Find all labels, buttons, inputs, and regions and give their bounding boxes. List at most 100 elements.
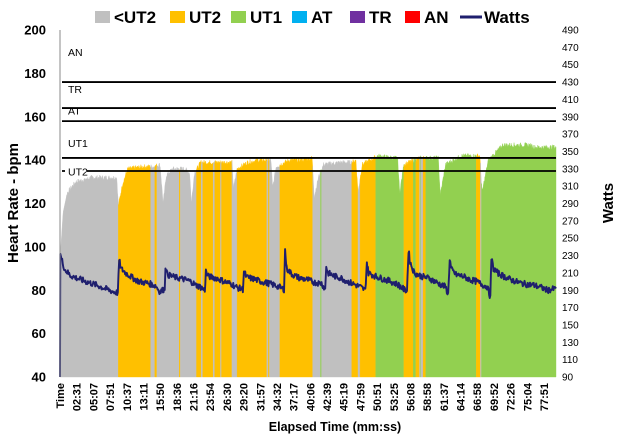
- legend-swatch-3: [292, 11, 307, 23]
- zone-segment-3: [154, 163, 158, 378]
- legend-swatch-1: [170, 11, 185, 23]
- x-tick-14: 37:17: [289, 383, 301, 411]
- y-tick-40: 40: [32, 370, 46, 385]
- x-tick-1: 02:31: [72, 383, 84, 411]
- x-tick-20: 53:25: [389, 383, 401, 411]
- zone-segment-23: [351, 158, 359, 378]
- y2-tick-250: 250: [562, 234, 579, 245]
- y2-tick-150: 150: [562, 320, 579, 331]
- x-tick-17: 45:19: [339, 383, 351, 411]
- x-tick-23: 61:37: [439, 383, 451, 411]
- threshold-label-bg-an: [65, 46, 87, 60]
- left-axis: 40 60 80 100 120 140 160 180 200: [24, 23, 46, 385]
- y-tick-120: 120: [24, 196, 46, 211]
- y2-tick-190: 190: [562, 286, 579, 297]
- y2-tick-290: 290: [562, 199, 579, 210]
- x-tick-16: 42:39: [322, 383, 334, 411]
- zone-segment-15: [236, 157, 268, 378]
- y-tick-140: 140: [24, 153, 46, 168]
- x-tick-10: 26:30: [222, 383, 234, 411]
- zone-segment-8: [200, 161, 203, 378]
- zone-segment-10: [212, 160, 215, 378]
- x-tick-27: 72:26: [506, 383, 518, 411]
- x-tick-9: 23:54: [205, 382, 217, 411]
- legend-label-6: Watts: [484, 8, 530, 27]
- x-tick-0: Time: [55, 383, 67, 408]
- x-tick-5: 13:11: [138, 383, 150, 411]
- x-axis-title: Elapsed Time (mm:ss): [269, 420, 401, 434]
- y-tick-200: 200: [24, 23, 46, 38]
- y-tick-60: 60: [32, 326, 46, 341]
- chart-legend: <UT2 UT2 UT1 AT TR AN Watts: [95, 8, 530, 27]
- zone-segment-16: [266, 157, 269, 378]
- x-tick-18: 47:59: [355, 383, 367, 411]
- y-tick-100: 100: [24, 239, 46, 254]
- legend-label-3: AT: [311, 8, 333, 27]
- y2-tick-410: 410: [562, 95, 579, 106]
- zone-segment-6: [180, 166, 197, 378]
- zone-segment-7: [196, 160, 202, 378]
- legend-label-1: UT2: [189, 8, 221, 27]
- y2-tick-210: 210: [562, 268, 579, 279]
- threshold-label-bg-tr: [65, 82, 87, 96]
- zone-segment-28: [413, 157, 417, 378]
- zone-segment-2: [150, 164, 156, 378]
- y2-tick-350: 350: [562, 147, 579, 158]
- zone-segment-13: [221, 160, 233, 378]
- legend-swatch-0: [95, 11, 110, 23]
- y-tick-180: 180: [24, 66, 46, 81]
- y2-tick-90: 90: [562, 373, 574, 384]
- x-tick-21: 56:08: [406, 383, 418, 411]
- legend-swatch-5: [405, 11, 420, 23]
- x-tick-4: 10:37: [122, 383, 134, 411]
- x-tick-8: 21:16: [189, 383, 201, 411]
- y2-tick-110: 110: [562, 355, 578, 366]
- y-tick-160: 160: [24, 109, 46, 124]
- x-tick-22: 58:58: [422, 383, 434, 411]
- y-axis-title: Heart Rate - bpm: [5, 143, 22, 263]
- zone-segment-9: [202, 160, 214, 378]
- legend-label-2: UT1: [250, 8, 282, 27]
- right-axis: 90 110 130 150 170 190 210 230 250 270 290 310 330 35…: [562, 26, 579, 384]
- zone-segment-14: [231, 160, 238, 378]
- threshold-label-bg-ut1: [65, 137, 87, 151]
- x-tick-12: 31:57: [255, 383, 267, 411]
- y2-tick-170: 170: [562, 303, 579, 314]
- y2-tick-370: 370: [562, 130, 579, 141]
- x-tick-25: 66:58: [472, 383, 484, 411]
- y2-tick-450: 450: [562, 60, 579, 71]
- legend-label-4: TR: [369, 8, 392, 27]
- legend-label-0: <UT2: [114, 8, 156, 27]
- x-tick-13: 34:32: [272, 383, 284, 411]
- zone-segment-11: [214, 159, 221, 378]
- zone-segment-22: [321, 159, 352, 378]
- y2-tick-490: 490: [562, 26, 579, 37]
- threshold-label-an: AN: [68, 47, 83, 59]
- x-tick-29: 77:51: [539, 383, 551, 411]
- zone-segment-29: [415, 156, 420, 378]
- x-tick-28: 75:04: [522, 382, 534, 411]
- legend-label-5: AN: [424, 8, 449, 27]
- x-axis: Time 02:31 05:07 07:51 10:37 13:11 15:50 18:36 2…: [55, 382, 551, 411]
- x-tick-24: 64:14: [456, 382, 468, 411]
- zone-segment-32: [420, 156, 424, 378]
- x-tick-15: 40:06: [305, 383, 317, 411]
- zone-segment-24: [357, 178, 361, 378]
- zone-segment-19: [279, 156, 313, 378]
- threshold-label-ut2: UT2: [68, 166, 88, 178]
- y2-tick-330: 330: [562, 164, 579, 175]
- threshold-label-ut1: UT1: [68, 138, 88, 150]
- zone-segment-20: [312, 166, 321, 378]
- zone-segment-35: [476, 153, 481, 378]
- zone-segment-18: [269, 158, 281, 378]
- zone-segment-37: [481, 142, 557, 378]
- watts-series: [59, 248, 557, 378]
- x-tick-19: 50:51: [372, 383, 384, 411]
- x-tick-6: 15:50: [155, 383, 167, 411]
- y2-tick-230: 230: [562, 251, 579, 262]
- y-tick-80: 80: [32, 283, 46, 298]
- zone-segment-1: [118, 164, 151, 378]
